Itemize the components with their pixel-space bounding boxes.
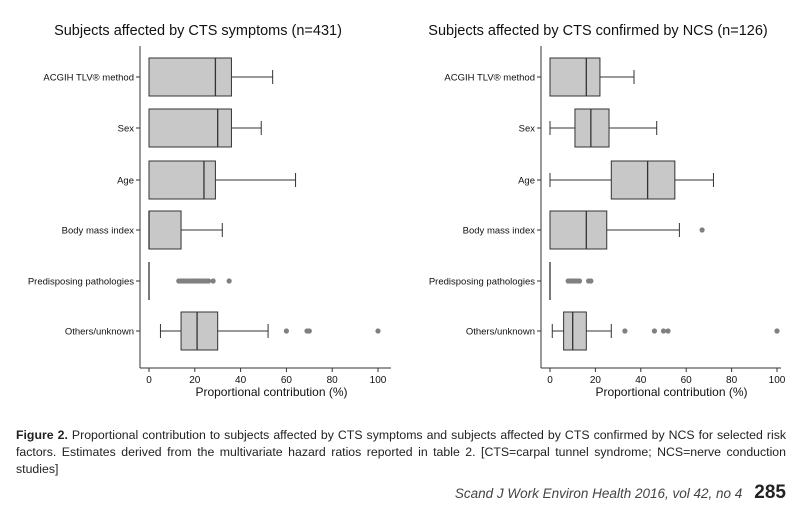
x-tick-label: 80 xyxy=(327,375,339,386)
category-label: Others/unknown xyxy=(65,327,134,338)
x-tick-label: 0 xyxy=(547,375,553,386)
category-label: ACGIH TLV® method xyxy=(444,73,535,84)
category-label: Predisposing pathologies xyxy=(429,277,535,288)
boxplot-panel-1: Subjects affected by CTS symptoms (n=431… xyxy=(28,23,391,399)
category-label: Age xyxy=(117,176,134,187)
outlier-point xyxy=(588,278,594,284)
category-label: ACGIH TLV® method xyxy=(43,73,134,84)
x-tick-label: 20 xyxy=(189,375,201,386)
outlier-point xyxy=(576,278,583,284)
journal-citation: Scand J Work Environ Health 2016, vol 42… xyxy=(454,486,743,501)
box-row xyxy=(148,57,274,97)
outlier-point xyxy=(226,278,232,284)
iqr-box xyxy=(148,57,232,97)
iqr-box xyxy=(549,57,601,97)
iqr-box xyxy=(563,311,587,351)
box-row xyxy=(159,311,381,351)
box-row xyxy=(148,210,223,250)
category-label: Sex xyxy=(519,124,536,135)
boxplot-panel-2: Subjects affected by CTS confirmed by NC… xyxy=(428,23,785,399)
outlier-point xyxy=(660,328,667,334)
figure-caption: Figure 2. Proportional contribution to s… xyxy=(16,427,786,478)
box-row xyxy=(551,311,780,351)
box-row xyxy=(148,160,297,200)
iqr-box xyxy=(148,108,232,148)
box-row xyxy=(549,57,635,97)
box-row xyxy=(549,262,594,300)
outlier-point xyxy=(665,328,671,334)
category-label: Age xyxy=(518,176,535,187)
outlier-point xyxy=(774,328,780,334)
chart-title: Subjects affected by CTS symptoms (n=431… xyxy=(54,23,342,39)
category-label: Predisposing pathologies xyxy=(28,277,134,288)
box-row xyxy=(148,108,262,148)
x-axis-label: Proportional contribution (%) xyxy=(195,385,347,399)
outlier-point xyxy=(375,328,381,334)
x-tick-label: 40 xyxy=(635,375,647,386)
x-tick-label: 100 xyxy=(769,375,786,386)
box-row xyxy=(549,108,658,148)
iqr-box xyxy=(610,160,676,200)
x-tick-label: 0 xyxy=(146,375,152,386)
x-tick-label: 20 xyxy=(590,375,602,386)
x-axis-label: Proportional contribution (%) xyxy=(595,385,747,399)
outlier-point xyxy=(699,227,705,233)
iqr-box xyxy=(180,311,219,351)
page-number: 285 xyxy=(754,482,786,503)
category-label: Body mass index xyxy=(463,226,536,237)
outlier-point xyxy=(210,278,216,284)
iqr-box xyxy=(148,210,182,250)
iqr-box xyxy=(148,160,216,200)
x-tick-label: 100 xyxy=(370,375,387,386)
page-footer: Scand J Work Environ Health 2016, vol 42… xyxy=(455,482,786,506)
category-label: Body mass index xyxy=(62,226,135,237)
x-tick-label: 60 xyxy=(681,375,693,386)
outlier-point xyxy=(205,278,212,284)
category-label: Sex xyxy=(118,124,135,135)
outlier-point xyxy=(622,328,628,334)
x-tick-label: 80 xyxy=(726,375,738,386)
category-label: Others/unknown xyxy=(466,327,535,338)
outlier-point xyxy=(306,328,312,334)
box-row xyxy=(549,160,714,200)
figure-2-boxplots: Subjects affected by CTS symptoms (n=431… xyxy=(28,23,786,399)
figure-label: Figure 2. xyxy=(16,428,68,442)
box-row xyxy=(549,210,705,250)
chart-title: Subjects affected by CTS confirmed by NC… xyxy=(428,23,767,39)
x-tick-label: 60 xyxy=(281,375,293,386)
iqr-box xyxy=(549,210,608,250)
box-row xyxy=(148,262,232,300)
iqr-box xyxy=(574,108,610,148)
outlier-point xyxy=(283,328,289,334)
outlier-point xyxy=(651,328,658,334)
x-tick-label: 40 xyxy=(235,375,247,386)
figure-caption-text: Proportional contribution to subjects af… xyxy=(16,428,786,476)
